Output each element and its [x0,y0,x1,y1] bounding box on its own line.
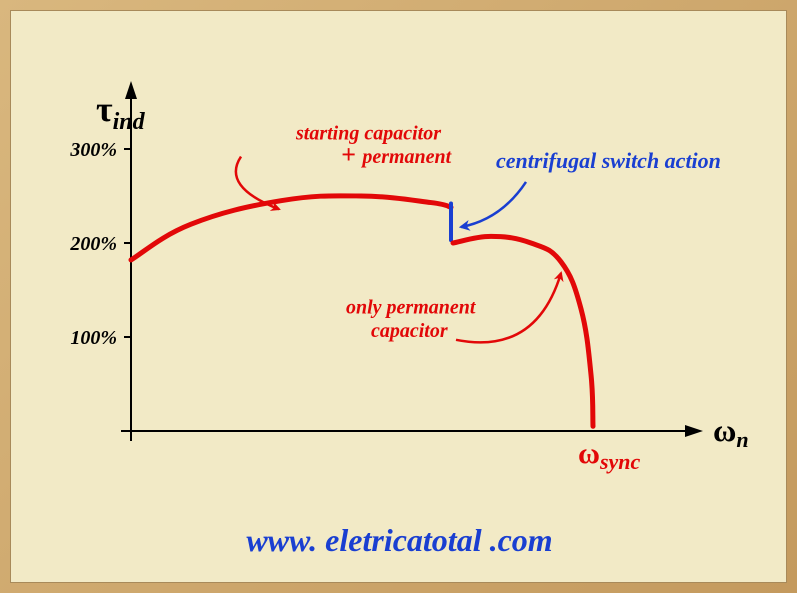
footer-watermark: www. eletricatotal .com [246,522,552,558]
y-tick-label: 200% [69,233,117,255]
annotation-arrow-switch-action [461,182,526,227]
outer-frame: 100% 200% 300% τind ωn ωsync starting capacito… [0,0,797,593]
annotation-starting-cap: starting capacitor+ permanent [295,123,453,170]
chart-panel: 100% 200% 300% τind ωn ωsync starting capacito… [10,10,787,583]
annotation-only-perm: only permanentcapacitor [346,297,477,343]
omega-sync-label: ωsync [578,437,640,474]
curve-starting-capacitor [131,196,451,260]
y-tick-label: 300% [69,139,117,161]
y-axis-label: τind [96,89,146,135]
annotation-switch-action: centrifugal switch action [496,148,721,173]
x-axis-label: ωn [713,412,749,452]
y-tick-label: 100% [70,327,117,349]
torque-speed-chart: 100% 200% 300% τind ωn ωsync starting capacito… [11,11,786,582]
